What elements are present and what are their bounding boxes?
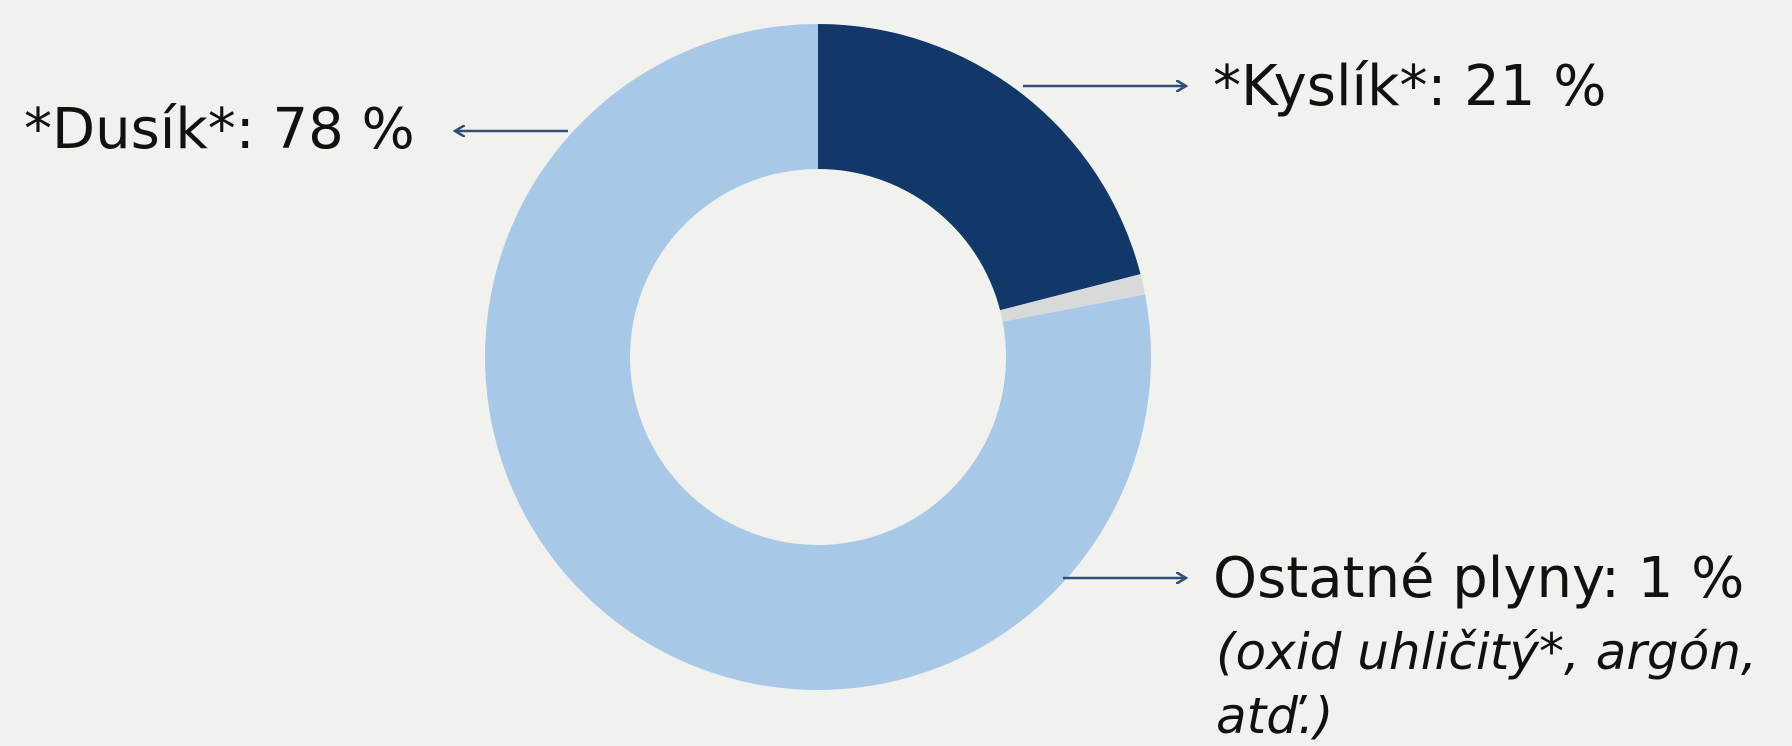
- ostatne-plyny-data-label: Ostatné plyny: 1 %: [1213, 546, 1745, 611]
- annotation-arrows: [455, 86, 1186, 578]
- ostatne-plyny-note-line2: atď.): [1216, 687, 1334, 745]
- kyslik-data-label: *Kyslík*: 21 %: [1213, 54, 1607, 119]
- donut-slices: [485, 24, 1152, 691]
- dusik-data-label: *Dusík*: 78 %: [24, 97, 415, 162]
- slice-dusik: [485, 24, 1152, 691]
- slice-kyslik: [818, 24, 1141, 311]
- slice-ostatne-plyny: [1000, 274, 1146, 322]
- ostatne-plyny-note-line1: (oxid uhličitý*, argón,: [1216, 623, 1757, 681]
